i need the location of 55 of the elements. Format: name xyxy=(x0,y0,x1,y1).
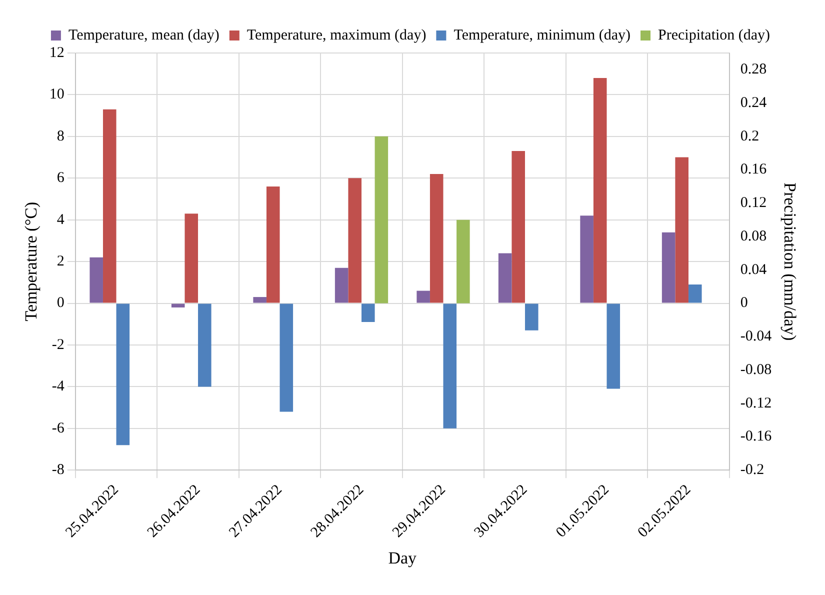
y2-tick-label: 0.2 xyxy=(740,128,760,144)
bar xyxy=(524,304,538,330)
bar xyxy=(116,304,130,446)
x-axis-title: Day xyxy=(388,548,418,568)
bar xyxy=(90,257,103,303)
y2-tick-label: 0.28 xyxy=(740,62,767,78)
bar xyxy=(688,284,702,303)
legend-label: Precipitation (day) xyxy=(658,27,770,44)
bar xyxy=(280,304,294,412)
y2-tick-label: 0 xyxy=(740,295,748,312)
legend-label: Temperature, maximum (day) xyxy=(246,27,426,44)
bar xyxy=(266,186,280,303)
y2-tick-label: -0.2 xyxy=(740,462,764,478)
bar xyxy=(348,178,362,303)
bar xyxy=(171,304,185,308)
y2-tick-label: 0.24 xyxy=(740,94,768,111)
y-axis-title: Temperature (°C) xyxy=(22,202,41,322)
y2-tick-label: -0.04 xyxy=(740,328,772,345)
bar xyxy=(606,304,620,389)
y-tick-label: 8 xyxy=(56,128,64,144)
y2-tick-label: -0.16 xyxy=(740,428,772,445)
bar xyxy=(362,304,375,322)
y-tick-label: -4 xyxy=(52,378,65,395)
y2-tick-label: -0.08 xyxy=(740,362,772,378)
y2-tick-label: 0.04 xyxy=(740,262,768,278)
y2-axis-title: Precipitation (mm/day) xyxy=(780,182,800,341)
y-tick-label: -2 xyxy=(52,336,64,353)
y2-tick-label: 0.16 xyxy=(740,162,768,178)
bar xyxy=(198,304,212,387)
bar xyxy=(443,304,457,428)
y-tick-label: -6 xyxy=(52,420,65,436)
bar xyxy=(253,297,266,303)
y-tick-label: 4 xyxy=(56,212,65,228)
bar xyxy=(102,109,116,303)
y2-tick-label: -0.12 xyxy=(740,395,772,412)
bar xyxy=(416,290,430,303)
bar xyxy=(184,214,198,303)
bar xyxy=(580,216,594,303)
y-tick-label: 6 xyxy=(56,170,65,186)
bar xyxy=(662,232,676,303)
y2-tick-label: 0.12 xyxy=(740,195,767,212)
y-tick-label: 10 xyxy=(49,86,64,103)
y2-tick-label: 0.08 xyxy=(740,228,767,244)
bar xyxy=(512,151,525,303)
bar xyxy=(675,157,688,303)
bar xyxy=(593,78,607,303)
bar xyxy=(334,268,348,303)
legend-label: Temperature, minimum (day) xyxy=(454,27,631,44)
y-tick-label: 12 xyxy=(49,44,64,61)
legend-label: Temperature, mean (day) xyxy=(68,27,220,44)
bar xyxy=(430,174,444,303)
y-tick-label: -8 xyxy=(52,462,64,478)
y-tick-label: 0 xyxy=(56,295,64,312)
bar xyxy=(498,253,512,303)
y-tick-label: 2 xyxy=(56,254,64,270)
